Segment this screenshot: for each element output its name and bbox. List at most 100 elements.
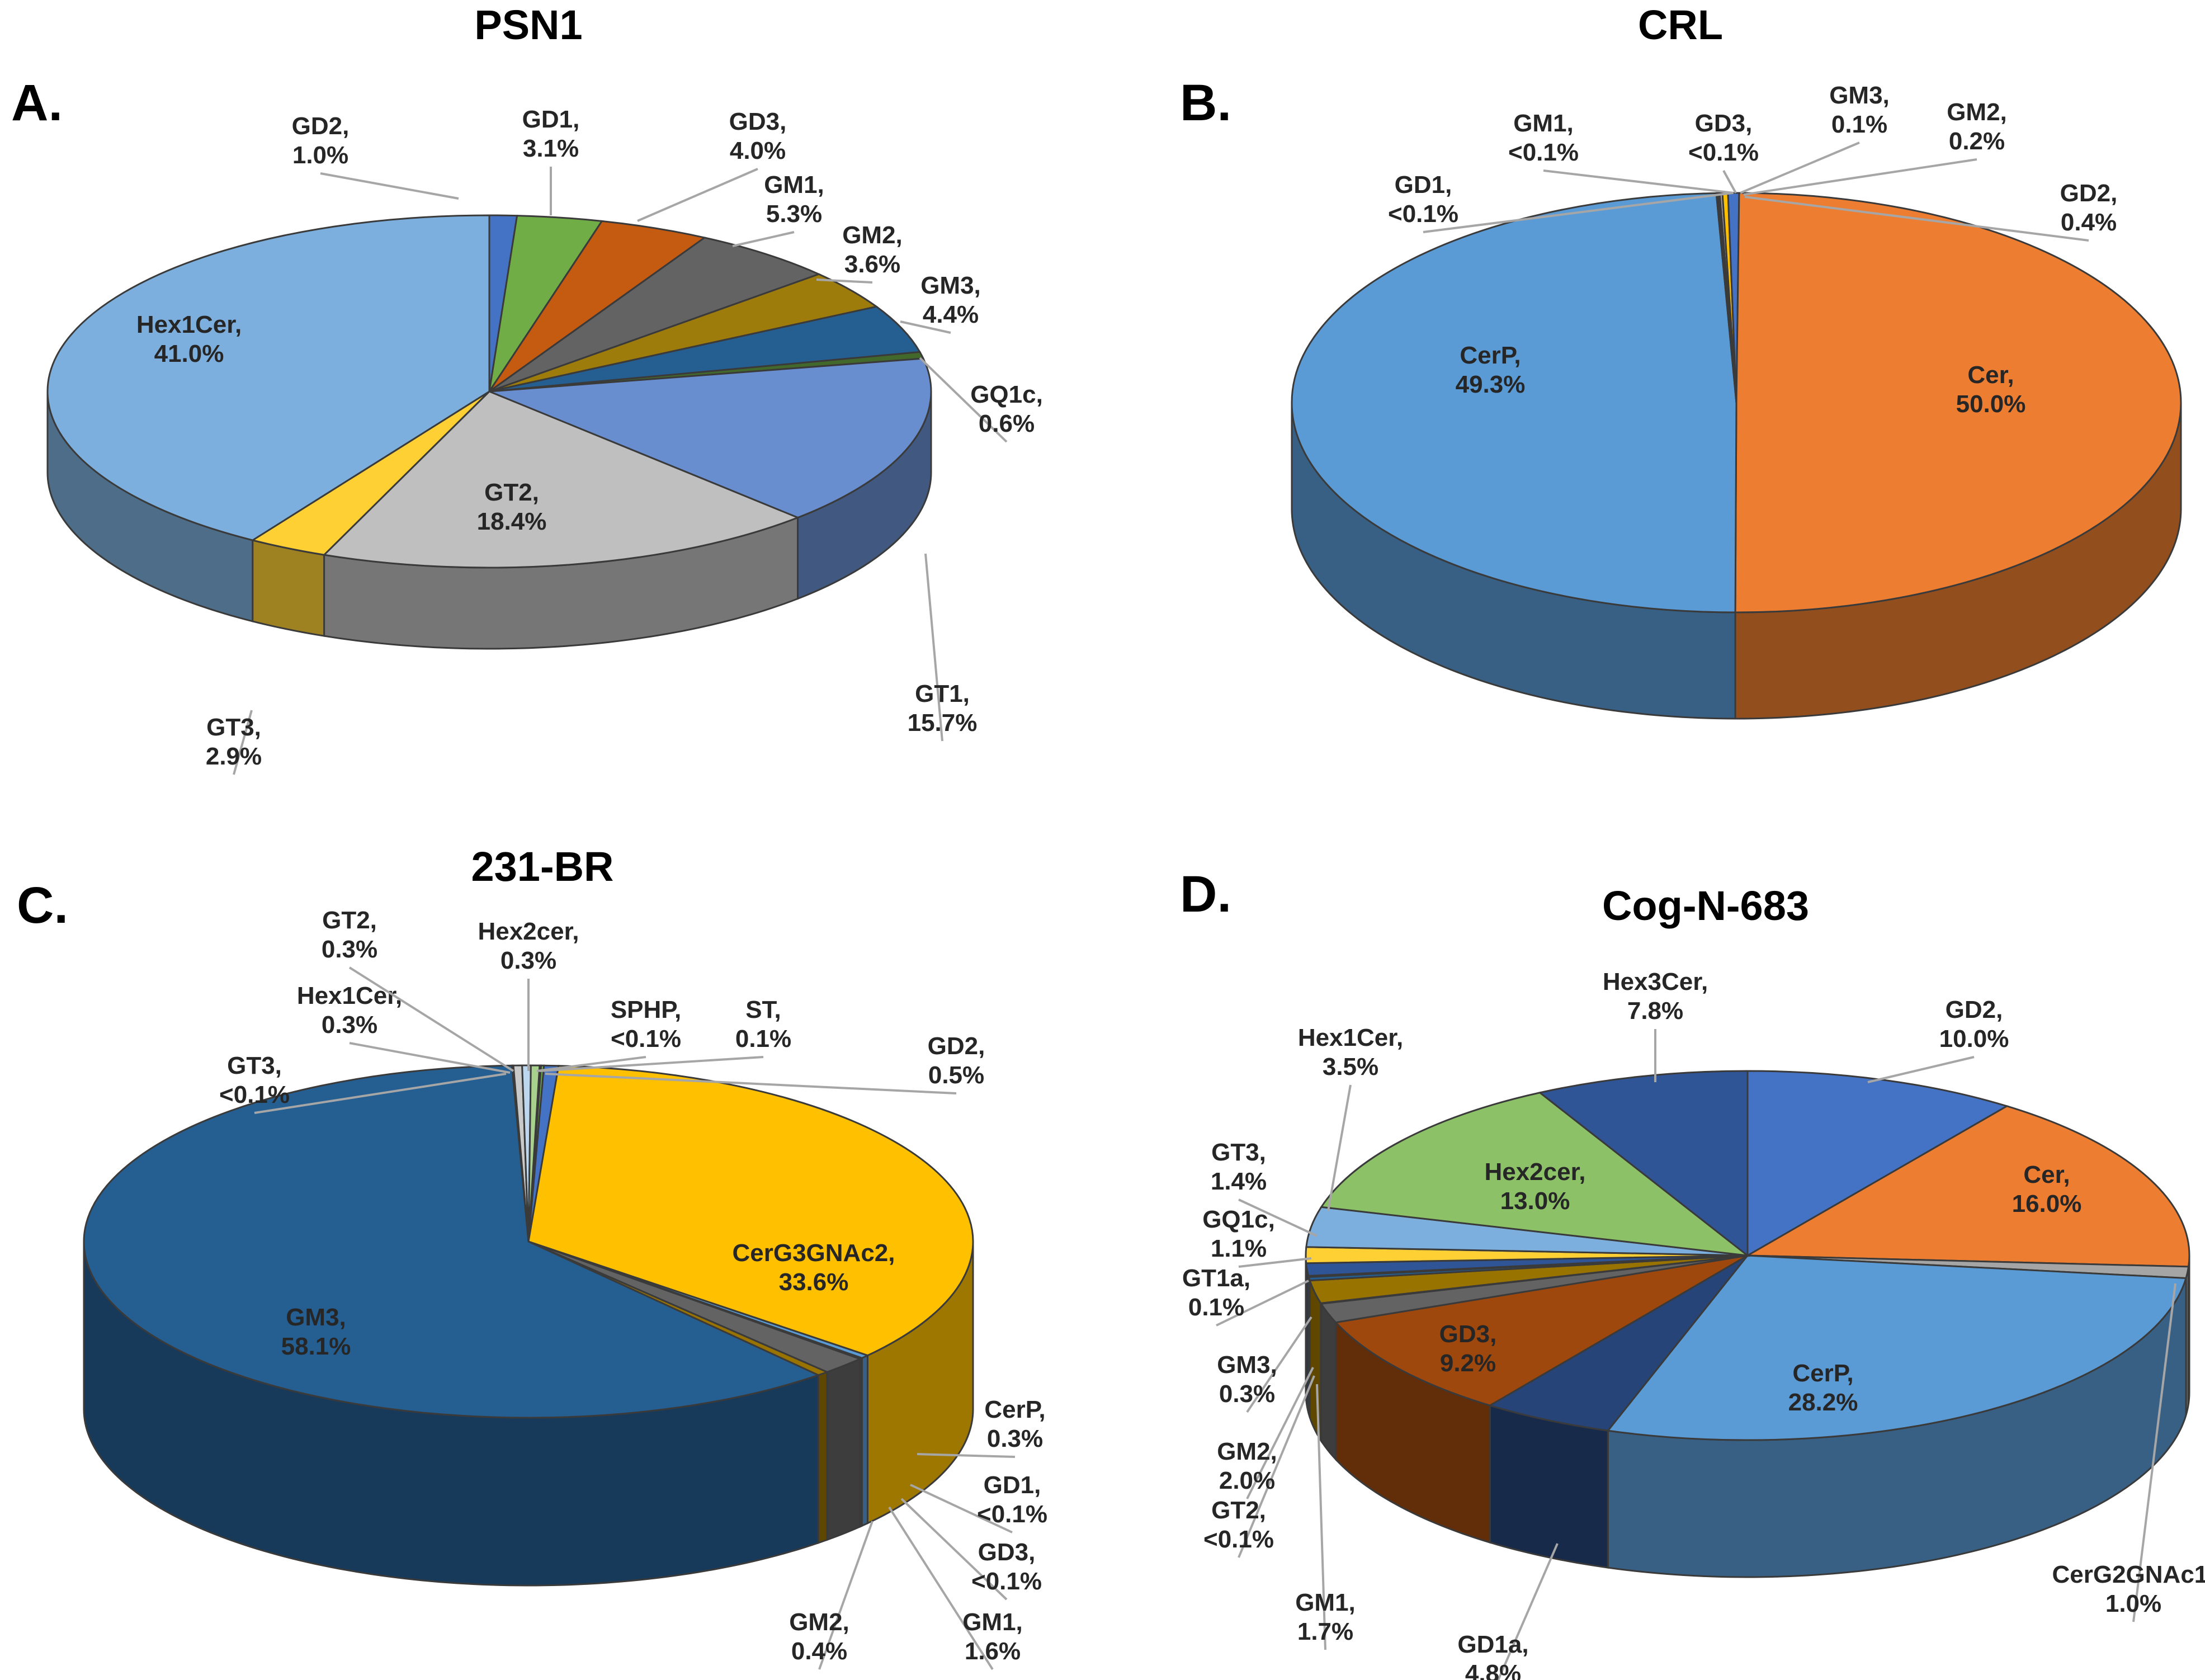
data-label-value-cerg3gnac2: 33.6% bbox=[779, 1268, 849, 1296]
data-label-name-gd1: GD1, bbox=[522, 106, 580, 133]
leader-line-gd3 bbox=[637, 168, 758, 222]
data-label-value-gm1: 1.6% bbox=[965, 1637, 1021, 1665]
pie-slice-gm3 bbox=[489, 305, 922, 393]
data-label-value-gd2: 10.0% bbox=[1939, 1025, 2009, 1053]
leader-line-gt3 bbox=[254, 1073, 507, 1114]
data-label-value-hex3cer: 7.8% bbox=[1627, 997, 1683, 1025]
data-label-value-gd3: 4.0% bbox=[730, 137, 786, 164]
pie-labels: GD2,1.0% GD1,3.1% GD3,4.0% GM1,5.3% GM2,3.6%… bbox=[136, 106, 1043, 775]
data-label-name-gm3: GM3, bbox=[286, 1304, 346, 1331]
leader-line-gd2 bbox=[1867, 1056, 1975, 1083]
data-label-name-gd3: GD3, bbox=[1695, 110, 1753, 137]
leader-line-gd1 bbox=[1423, 192, 1733, 233]
pie-chart-b: GM3,0.1% GM2,0.2% GD2,0.4% Cer,50.0% CerP,49… bbox=[1291, 82, 2181, 720]
data-label-name-cer: Cer, bbox=[2023, 1161, 2070, 1188]
leader-line-gm3 bbox=[1740, 141, 1860, 194]
data-label-value-gq1c: 1.1% bbox=[1211, 1235, 1267, 1262]
data-label-value-gd1a: 4.8% bbox=[1465, 1660, 1521, 1680]
data-label-name-hex1cer: Hex1Cer, bbox=[136, 311, 242, 338]
leader-line-gm2 bbox=[1743, 158, 1977, 196]
pie-side-gd1a bbox=[1489, 1404, 1609, 1569]
pie-slice-gd2 bbox=[1746, 1070, 2009, 1257]
data-label-value-gt2: 18.4% bbox=[477, 508, 547, 535]
data-label-value-gd2: 0.5% bbox=[928, 1061, 984, 1089]
data-label-value-gt2: <0.1% bbox=[1203, 1526, 1274, 1553]
leader-line-gm1 bbox=[1543, 169, 1734, 194]
leader-line-gm1 bbox=[732, 231, 795, 247]
data-label-name-gm3: GM3, bbox=[920, 272, 981, 299]
panel-c: C. 231-BR SPHP,<0.1%ST,0.1% GD2,0.5%CerG3… bbox=[17, 843, 1047, 1670]
pie-slice-gd1a bbox=[1488, 1254, 1749, 1432]
panel-a: A. PSN1 GD2,1.0% GD1,3.1% GD3,4.0% GM1,5.3%… bbox=[11, 2, 1043, 775]
pie-side-gt3 bbox=[252, 539, 325, 637]
panel-letter-a: A. bbox=[11, 74, 63, 131]
data-label-name-gt2: GT2, bbox=[1211, 1497, 1266, 1524]
data-label-name-gd1: GD1, bbox=[984, 1471, 1041, 1499]
data-label-name-gt3: GT3, bbox=[227, 1052, 282, 1079]
data-label-value-gd2: 0.4% bbox=[2061, 209, 2117, 236]
pie-side-gm1 bbox=[1320, 1301, 1337, 1462]
data-label-value-gm1: 1.7% bbox=[1297, 1618, 1353, 1645]
data-label-value-gt2: 0.3% bbox=[322, 936, 377, 963]
data-label-value-gt3: <0.1% bbox=[219, 1081, 290, 1108]
data-label-name-gt3: GT3, bbox=[206, 714, 261, 741]
data-label-value-gt1: 15.7% bbox=[908, 709, 978, 737]
data-label-name-gd2: GD2, bbox=[292, 112, 350, 140]
data-label-value-hex2cer: 13.0% bbox=[1500, 1187, 1570, 1215]
pie-labels: GM3,0.1% GM2,0.2% GD2,0.4% Cer,50.0% CerP,49… bbox=[1388, 82, 2117, 418]
data-label-value-hex2cer: 0.3% bbox=[501, 947, 556, 974]
data-label-name-cerp: CerP, bbox=[1460, 342, 1521, 369]
pie-side-gm2 bbox=[1309, 1280, 1322, 1443]
data-label-name-gd2: GD2, bbox=[1946, 996, 2003, 1023]
leader-line-cerg2gnac1 bbox=[2132, 1283, 2176, 1622]
leader-line-gt1 bbox=[924, 553, 943, 742]
pie-top-faces bbox=[83, 1064, 974, 1419]
pie-slice-gd3 bbox=[1334, 1254, 1748, 1407]
leader-line-cerp bbox=[917, 1453, 1016, 1458]
pie-slice-hex3cer bbox=[1538, 1070, 1749, 1258]
panel-letter-b: B. bbox=[1180, 74, 1231, 131]
data-label-name-gq1c: GQ1c, bbox=[1202, 1206, 1275, 1233]
pie-slice-gd3 bbox=[488, 220, 707, 393]
leader-line-gd3 bbox=[900, 1498, 1008, 1601]
leader-line-gm3 bbox=[1246, 1316, 1312, 1413]
leader-line-gd2 bbox=[320, 172, 459, 200]
leader-line-gm1 bbox=[1316, 1384, 1326, 1650]
data-label-value-gt3: 1.4% bbox=[1211, 1168, 1267, 1195]
data-label-name-gm2: GM2, bbox=[1947, 98, 2007, 126]
data-label-name-gt1: GT1, bbox=[915, 680, 970, 707]
pie-slice-hex1cer bbox=[46, 214, 490, 541]
data-label-name-gq1c: GQ1c, bbox=[970, 381, 1043, 408]
data-label-name-st: ST, bbox=[745, 996, 781, 1023]
data-label-value-gm3: 58.1% bbox=[281, 1333, 351, 1360]
data-label-value-hex1cer: 3.5% bbox=[1323, 1053, 1378, 1080]
data-label-name-gd1a: GD1a, bbox=[1457, 1631, 1528, 1658]
data-label-value-gd1: 3.1% bbox=[523, 135, 579, 162]
data-label-name-gd3: GD3, bbox=[978, 1539, 1036, 1566]
pie-chart-c: SPHP,<0.1%ST,0.1% GD2,0.5%CerG3GNAc2,33.6… bbox=[83, 907, 1047, 1670]
data-label-name-gd3: GD3, bbox=[729, 108, 787, 135]
pie-side-walls bbox=[1305, 1255, 2190, 1578]
data-label-value-cer: 50.0% bbox=[1956, 390, 2026, 418]
data-label-name-gm3: GM3, bbox=[1829, 82, 1890, 109]
pie-top-faces bbox=[46, 214, 932, 569]
pie-side-gm2 bbox=[817, 1371, 828, 1544]
pie-slice-hex2cer bbox=[1320, 1092, 1751, 1257]
data-label-value-hex1cer: 41.0% bbox=[154, 340, 224, 367]
data-label-name-hex1cer: Hex1Cer, bbox=[1298, 1024, 1403, 1051]
leader-line-hex1cer bbox=[349, 1042, 511, 1074]
data-label-value-gd3: 9.2% bbox=[1440, 1349, 1496, 1377]
data-label-value-gm3: 0.3% bbox=[1219, 1380, 1275, 1408]
data-label-name-cerg3gnac2: CerG3GNAc2, bbox=[732, 1239, 895, 1267]
data-label-value-gm3: 4.4% bbox=[923, 301, 979, 328]
pie-slice-gt1 bbox=[489, 357, 932, 519]
pie-chart-d: GD2,10.0% Cer,16.0% CerG2GNAc1,1.0% CerP,28… bbox=[1182, 968, 2205, 1680]
data-label-value-cerp: 28.2% bbox=[1788, 1389, 1858, 1416]
leader-line-sphp bbox=[536, 1056, 646, 1072]
data-label-name-hex3cer: Hex3Cer, bbox=[1603, 968, 1708, 995]
data-label-value-cerg2gnac1: 1.0% bbox=[2105, 1590, 2161, 1617]
data-label-name-gt3: GT3, bbox=[1211, 1139, 1266, 1166]
leader-line-hex1cer bbox=[1327, 1084, 1352, 1211]
leader-line-st bbox=[539, 1056, 764, 1072]
data-label-name-gm3: GM3, bbox=[1217, 1351, 1277, 1379]
